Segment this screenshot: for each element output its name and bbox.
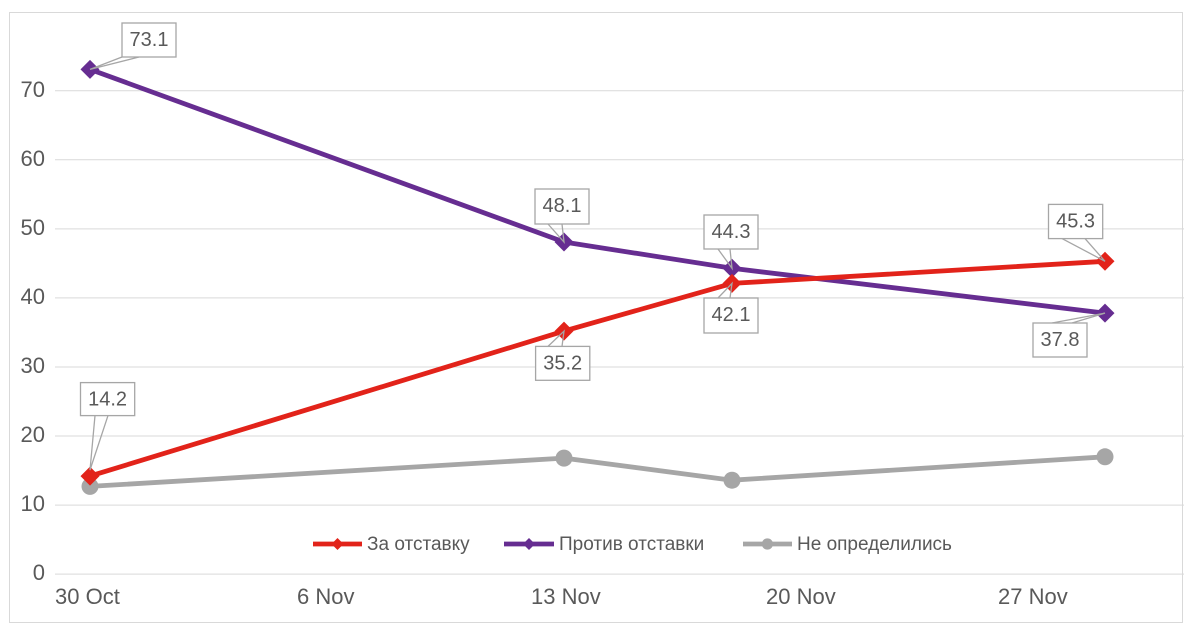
- svg-text:13 Nov: 13 Nov: [531, 584, 601, 609]
- svg-text:40: 40: [21, 284, 45, 309]
- svg-text:35.2: 35.2: [543, 352, 582, 374]
- svg-text:70: 70: [21, 77, 45, 102]
- svg-text:30 Oct: 30 Oct: [55, 584, 120, 609]
- svg-text:48.1: 48.1: [543, 195, 582, 217]
- svg-text:6 Nov: 6 Nov: [297, 584, 354, 609]
- svg-text:60: 60: [21, 146, 45, 171]
- svg-text:14.2: 14.2: [88, 389, 127, 411]
- svg-text:27 Nov: 27 Nov: [998, 584, 1068, 609]
- svg-text:20 Nov: 20 Nov: [766, 584, 836, 609]
- svg-text:50: 50: [21, 215, 45, 240]
- svg-text:73.1: 73.1: [130, 29, 169, 51]
- svg-text:44.3: 44.3: [712, 221, 751, 243]
- svg-text:0: 0: [33, 560, 45, 585]
- svg-text:10: 10: [21, 491, 45, 516]
- svg-text:37.8: 37.8: [1041, 329, 1080, 351]
- svg-text:45.3: 45.3: [1056, 210, 1095, 232]
- svg-text:20: 20: [21, 422, 45, 447]
- svg-text:Против отставки: Против отставки: [559, 534, 704, 555]
- svg-text:За отставку: За отставку: [367, 534, 470, 555]
- svg-text:30: 30: [21, 353, 45, 378]
- svg-text:42.1: 42.1: [712, 304, 751, 326]
- svg-text:Не определились: Не определились: [797, 534, 952, 555]
